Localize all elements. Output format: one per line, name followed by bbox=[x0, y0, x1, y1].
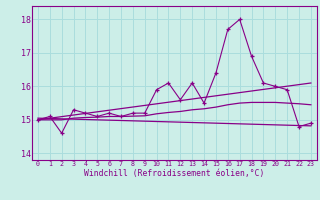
X-axis label: Windchill (Refroidissement éolien,°C): Windchill (Refroidissement éolien,°C) bbox=[84, 169, 265, 178]
